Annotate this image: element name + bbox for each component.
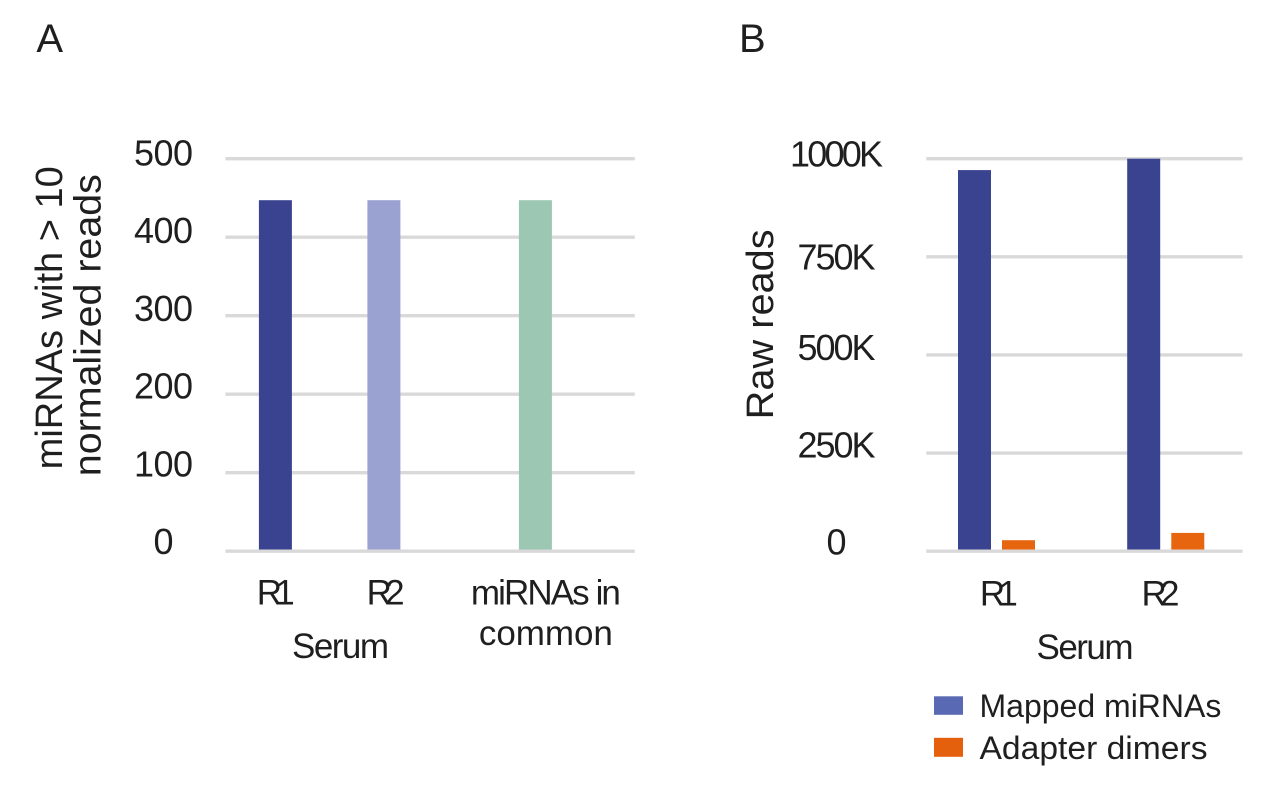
svg-text:400: 400 bbox=[134, 210, 193, 251]
svg-text:Raw reads: Raw reads bbox=[740, 229, 782, 419]
svg-text:200: 200 bbox=[134, 366, 193, 407]
svg-text:0: 0 bbox=[826, 521, 846, 562]
svg-text:R1: R1 bbox=[980, 575, 1018, 614]
svg-text:Serum: Serum bbox=[1037, 628, 1134, 667]
svg-text:miRNAs in: miRNAs in bbox=[471, 574, 621, 613]
svg-text:0: 0 bbox=[153, 521, 173, 562]
svg-text:300: 300 bbox=[134, 288, 193, 329]
svg-text:common: common bbox=[479, 614, 613, 653]
svg-text:1000K: 1000K bbox=[790, 134, 883, 175]
svg-text:500K: 500K bbox=[798, 327, 876, 368]
svg-text:R1: R1 bbox=[257, 574, 295, 613]
svg-text:R2: R2 bbox=[1142, 575, 1180, 614]
svg-text:A: A bbox=[36, 17, 63, 61]
svg-text:R2: R2 bbox=[367, 574, 405, 613]
svg-text:B: B bbox=[739, 17, 766, 61]
svg-text:750K: 750K bbox=[798, 236, 876, 277]
svg-text:250K: 250K bbox=[798, 425, 876, 466]
svg-text:Serum: Serum bbox=[292, 627, 389, 666]
svg-text:500: 500 bbox=[134, 133, 193, 174]
svg-text:100: 100 bbox=[134, 443, 193, 484]
svg-text:Adapter dimers: Adapter dimers bbox=[980, 730, 1208, 766]
svg-text:miRNAs with > 10: miRNAs with > 10 bbox=[29, 166, 71, 469]
svg-text:Mapped miRNAs: Mapped miRNAs bbox=[980, 688, 1222, 724]
svg-text:normalized reads: normalized reads bbox=[68, 174, 110, 476]
